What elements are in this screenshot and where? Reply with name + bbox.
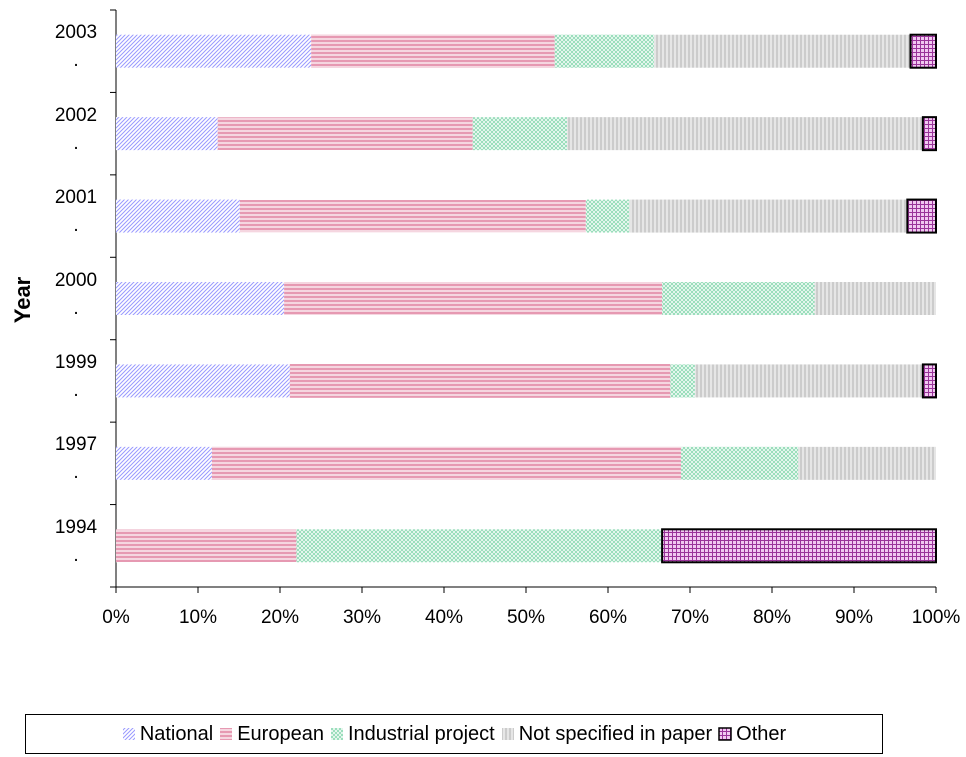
y-tick-label: 1999 . (54, 351, 98, 401)
y-tick-label: 2000 . (54, 269, 98, 319)
bar-segment (116, 199, 240, 233)
x-tick-label: 80% (753, 607, 791, 628)
x-tick-label: 60% (589, 607, 627, 628)
legend-swatch (501, 728, 514, 740)
legend-item: Not specified in paper (501, 723, 712, 746)
legend: National European Industrial project Not sp… (25, 714, 883, 754)
y-tick-label: 2003 . (54, 22, 98, 72)
bar-segment (629, 199, 908, 233)
chart: Year 0% 10% 20% 30% 40% 50% 60% 70% 80% 90% 100% (10, 9, 961, 628)
bar-segment (670, 364, 695, 398)
bar-segment (217, 117, 473, 151)
bar-segment (680, 446, 799, 480)
legend-label: Industrial project (347, 722, 495, 745)
legend-label: Not specified in paper (518, 722, 713, 745)
legend-label: European (237, 722, 324, 745)
legend-label: National (139, 722, 214, 745)
bar-segment (661, 528, 937, 564)
legend-item: European (219, 723, 324, 746)
bar-segment (116, 282, 285, 315)
legend-label: Other (736, 722, 787, 745)
x-tick-label: 10% (179, 607, 217, 628)
x-tick-label: 30% (343, 607, 381, 628)
bar-segment (906, 198, 937, 234)
y-tick-label: 2001 . (54, 187, 98, 237)
x-tick-label: 50% (507, 607, 545, 628)
bar-segment (798, 446, 936, 480)
bar-segment (567, 117, 923, 151)
bar-segment (116, 117, 218, 151)
legend-swatch (718, 727, 732, 741)
bar-segment (284, 282, 663, 315)
x-tick-label: 0% (102, 607, 130, 628)
y-tick-label: 2002 . (54, 104, 98, 154)
legend-item: Industrial project (330, 723, 495, 746)
bar-segment (921, 363, 938, 399)
bar-segment (116, 364, 290, 398)
bar-segment (814, 282, 936, 315)
bar-segment (289, 364, 671, 398)
bar-segment (921, 116, 938, 152)
x-tick-label: 40% (425, 607, 463, 628)
legend-swatch (330, 728, 343, 740)
x-tick-label: 90% (835, 607, 873, 628)
x-tick-label: 70% (671, 607, 709, 628)
bar-segment (296, 529, 663, 563)
x-tick-label: 100% (912, 607, 961, 628)
bar-segment (662, 282, 815, 315)
legend-swatch (122, 728, 135, 740)
y-tick-label: 1997 . (54, 434, 98, 484)
bar-segment (472, 117, 567, 151)
y-tick-label: 1994 . (54, 516, 98, 566)
legend-item: Other (718, 723, 786, 746)
x-tick-label: 20% (261, 607, 299, 628)
bar-segment (116, 34, 312, 68)
bar-segment (694, 364, 923, 398)
bar-segment (909, 33, 938, 69)
y-axis-title: Year (10, 276, 35, 323)
bar-segment (116, 446, 212, 480)
bar-segment (311, 34, 555, 68)
bar-segment (554, 34, 654, 68)
bar-segment (116, 529, 297, 563)
bar-segment (585, 199, 630, 233)
bar-segment (239, 199, 586, 233)
bar-segment (653, 34, 911, 68)
bar-segment (211, 446, 681, 480)
legend-swatch (220, 728, 233, 740)
legend-item: National (122, 723, 213, 746)
